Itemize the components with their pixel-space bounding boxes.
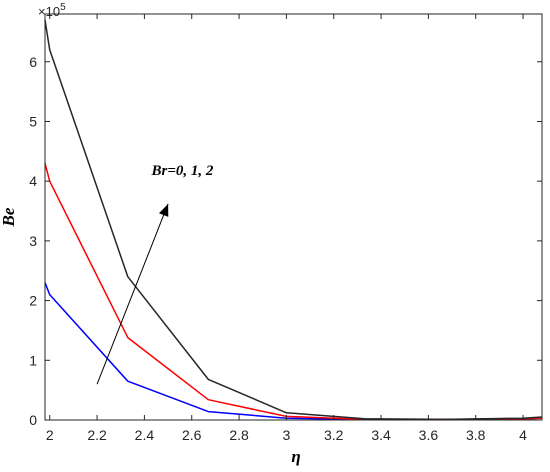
plot-frame: [44, 13, 543, 421]
x-tick-label: 3.2: [324, 427, 344, 443]
y-tick-label: 3: [29, 233, 37, 249]
y-tick-label: 2: [29, 293, 37, 309]
annotation-layer: Br=0, 1, 2: [96, 163, 214, 385]
x-tick-label: 2.6: [182, 427, 202, 443]
y-tick-label: 5: [29, 113, 37, 129]
x-tick-label: 2.4: [135, 427, 155, 443]
annotation-arrow-head: [159, 203, 169, 217]
y-scale-label: ×105: [38, 2, 66, 19]
x-tick-label: 3: [283, 427, 291, 443]
y-tick-label: 1: [29, 352, 37, 368]
x-tick-label: 3.6: [419, 427, 439, 443]
y-tick-label: 4: [29, 173, 37, 189]
annotation-label: Br=0, 1, 2: [151, 163, 214, 179]
x-tick-label: 2.8: [229, 427, 249, 443]
plot-area: [45, 14, 542, 420]
series-line-2: [44, 19, 543, 421]
y-scale-exponent: 5: [60, 2, 66, 13]
x-axis-label: η: [291, 447, 300, 466]
annotation-arrow-shaft: [96, 203, 169, 385]
x-tick-label: 2.2: [87, 427, 107, 443]
x-tick-label: 4: [519, 427, 527, 443]
x-tick-label: 3.8: [466, 427, 486, 443]
y-axis-label: Be: [0, 207, 18, 227]
y-ticks: 0 1 2 3 4 5 6: [29, 54, 542, 428]
x-ticks: 2 2.2 2.4 2.6 2.8 3 3.2 3.4 3.6 3.8 4: [46, 14, 527, 443]
y-tick-label: 0: [29, 412, 37, 428]
x-tick-label: 2: [46, 427, 54, 443]
y-tick-label: 6: [29, 54, 37, 70]
x-tick-label: 3.4: [371, 427, 391, 443]
